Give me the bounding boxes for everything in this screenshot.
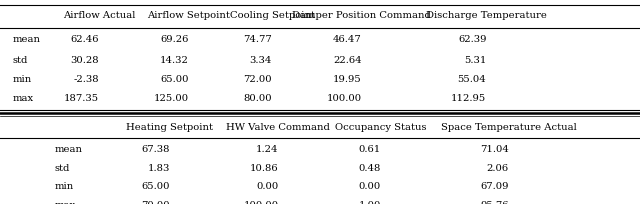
Text: 95.76: 95.76: [480, 201, 509, 204]
Text: 65.00: 65.00: [141, 182, 170, 191]
Text: 72.00: 72.00: [243, 75, 272, 84]
Text: 65.00: 65.00: [160, 75, 189, 84]
Text: Airflow Setpoint: Airflow Setpoint: [147, 11, 230, 20]
Text: 100.00: 100.00: [243, 201, 278, 204]
Text: Cooling Setpoint: Cooling Setpoint: [230, 11, 314, 20]
Text: 187.35: 187.35: [64, 94, 99, 103]
Text: 0.61: 0.61: [358, 145, 381, 154]
Text: 80.00: 80.00: [243, 94, 272, 103]
Text: 55.04: 55.04: [458, 75, 486, 84]
Text: 74.77: 74.77: [243, 35, 272, 44]
Text: 67.38: 67.38: [141, 145, 170, 154]
Text: 0.48: 0.48: [358, 164, 381, 173]
Text: max: max: [54, 201, 76, 204]
Text: 10.86: 10.86: [250, 164, 278, 173]
Text: 46.47: 46.47: [333, 35, 362, 44]
Text: 1.00: 1.00: [358, 201, 381, 204]
Text: 2.06: 2.06: [486, 164, 509, 173]
Text: 69.26: 69.26: [161, 35, 189, 44]
Text: Discharge Temperature: Discharge Temperature: [426, 11, 547, 20]
Text: 5.31: 5.31: [464, 56, 486, 65]
Text: 14.32: 14.32: [160, 56, 189, 65]
Text: Airflow Actual: Airflow Actual: [63, 11, 136, 20]
Text: Damper Position Command: Damper Position Command: [292, 11, 431, 20]
Text: 62.39: 62.39: [458, 35, 486, 44]
Text: 125.00: 125.00: [154, 94, 189, 103]
Text: 0.00: 0.00: [256, 182, 278, 191]
Text: 22.64: 22.64: [333, 56, 362, 65]
Text: max: max: [13, 94, 34, 103]
Text: 3.34: 3.34: [250, 56, 272, 65]
Text: 30.28: 30.28: [70, 56, 99, 65]
Text: std: std: [54, 164, 70, 173]
Text: Heating Setpoint: Heating Setpoint: [126, 123, 213, 132]
Text: 71.04: 71.04: [480, 145, 509, 154]
Text: Space Temperature Actual: Space Temperature Actual: [441, 123, 577, 132]
Text: Occupancy Status: Occupancy Status: [335, 123, 426, 132]
Text: mean: mean: [54, 145, 83, 154]
Text: 67.09: 67.09: [480, 182, 509, 191]
Text: HW Valve Command: HW Valve Command: [227, 123, 330, 132]
Text: 62.46: 62.46: [70, 35, 99, 44]
Text: 0.00: 0.00: [358, 182, 381, 191]
Text: 112.95: 112.95: [451, 94, 486, 103]
Text: -2.38: -2.38: [74, 75, 99, 84]
Text: 1.83: 1.83: [147, 164, 170, 173]
Text: mean: mean: [13, 35, 41, 44]
Text: 1.24: 1.24: [256, 145, 278, 154]
Text: 19.95: 19.95: [333, 75, 362, 84]
Text: 70.00: 70.00: [141, 201, 170, 204]
Text: std: std: [13, 56, 28, 65]
Text: min: min: [54, 182, 74, 191]
Text: min: min: [13, 75, 32, 84]
Text: 100.00: 100.00: [326, 94, 362, 103]
